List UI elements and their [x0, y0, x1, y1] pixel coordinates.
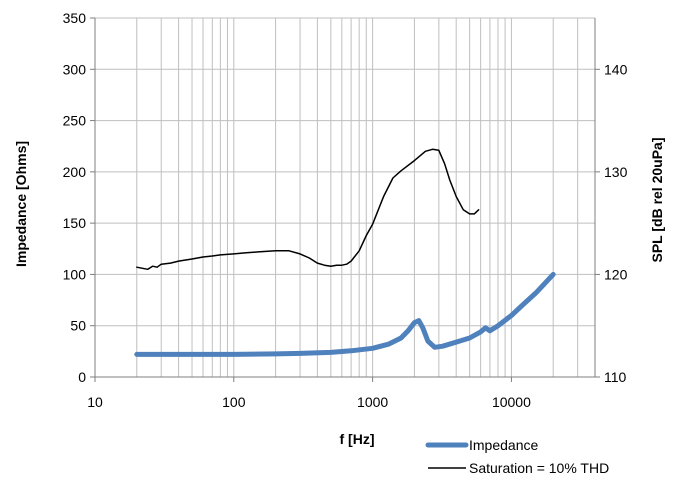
legend-impedance-label: Impedance — [469, 437, 538, 453]
x-tick-label: 10 — [87, 394, 103, 410]
axes — [90, 17, 600, 382]
legend-saturation-label: Saturation = 10% THD — [469, 460, 609, 476]
y-left-tick-label: 250 — [63, 113, 87, 129]
y-left-tick-label: 200 — [63, 164, 87, 180]
x-axis-title: f [Hz] — [340, 431, 375, 447]
y-right-axis-title: SPL [dB rel 20uPa] — [649, 137, 665, 262]
y-left-tick-label: 100 — [63, 266, 87, 282]
tick-labels: 0 50 100 150 200 250 300 350 110 120 130 140 10 100 10… — [63, 10, 628, 410]
y-right-tick-label: 110 — [604, 369, 627, 385]
grid — [94, 17, 596, 378]
saturation-series-line — [136, 148, 480, 271]
x-tick-label: 1000 — [357, 394, 388, 410]
x-tick-label: 100 — [222, 394, 246, 410]
x-tick-label: 10000 — [492, 394, 531, 410]
y-left-axis-title: Impedance [Ohms] — [13, 141, 29, 267]
legend: Impedance Saturation = 10% THD — [425, 437, 609, 476]
y-left-tick-label: 300 — [63, 61, 87, 77]
y-right-tick-label: 140 — [604, 61, 628, 77]
y-left-tick-label: 150 — [63, 215, 87, 231]
y-left-tick-label: 350 — [63, 10, 87, 26]
y-right-tick-label: 130 — [604, 164, 628, 180]
y-left-tick-label: 0 — [78, 369, 86, 385]
y-right-tick-label: 120 — [604, 266, 628, 282]
plot-area — [134, 148, 556, 357]
impedance-series-line — [134, 271, 556, 357]
y-left-tick-label: 50 — [70, 318, 86, 334]
